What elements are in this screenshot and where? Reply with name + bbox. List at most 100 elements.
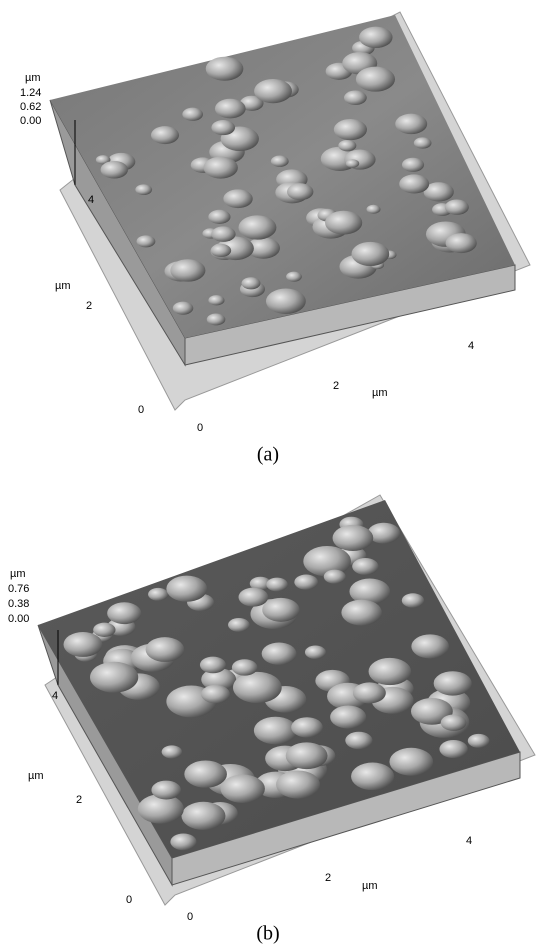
grain [414,137,432,148]
grain [468,734,490,748]
z-tick: 0.38 [8,598,29,610]
grain [93,623,115,637]
grain [90,662,138,693]
grain [389,748,433,776]
y-tick: 0 [126,894,132,906]
grain [232,659,258,675]
grain [369,658,412,685]
y-unit: µm [55,280,71,292]
grain [184,761,227,788]
grain [223,189,252,208]
y-tick: 4 [88,194,94,206]
grain [170,833,196,850]
grain [107,602,141,624]
grain [262,643,297,665]
grain [294,575,318,590]
grain [286,272,302,282]
grain [211,120,235,135]
grain [341,600,381,626]
grain [239,215,277,239]
grain [170,259,205,281]
grain [446,233,477,253]
grain [254,79,292,103]
grain [333,525,374,551]
grain [146,637,185,662]
grain [206,57,244,81]
grain [356,67,395,92]
grain [151,126,179,144]
grain [291,717,323,737]
grain [162,745,182,758]
grain [262,598,299,622]
z-unit: µm [10,568,26,580]
grain [151,781,181,800]
grain [353,682,386,703]
grain [201,685,230,704]
grain [359,27,392,48]
grain [434,671,472,695]
grain [211,226,235,242]
grain [271,156,289,167]
grain [228,618,250,632]
x-tick: 4 [466,835,472,847]
grain [204,157,238,179]
grain [276,771,320,799]
grain [325,211,362,235]
y-tick: 2 [86,300,92,312]
z-tick: 0.00 [8,613,29,625]
grain [101,161,128,179]
grain [242,277,261,289]
caption: (a) [257,444,279,466]
grain [211,244,231,257]
grain [344,90,367,105]
grain [445,199,469,214]
grain [254,717,297,745]
grain [233,672,282,703]
grain [182,108,203,121]
grain [330,705,366,728]
grain [173,302,193,315]
grain [266,288,306,313]
grain [208,210,230,224]
grain [334,119,367,140]
grain [411,634,449,658]
grain [395,114,427,134]
grain [346,159,359,168]
grain [367,205,381,214]
grain [399,174,429,193]
grain [441,714,467,730]
x-unit: µm [372,387,388,399]
z-tick: 0.62 [20,101,41,113]
grain [148,588,168,601]
x-unit: µm [362,880,378,892]
caption: (b) [256,923,279,945]
y-unit: µm [28,770,44,782]
grain [352,558,378,575]
figure: µm 1.24 0.62 0.00 4 µm 2 0 0 2 µm 4 (a) … [0,0,537,948]
z-tick: 0.00 [20,115,41,127]
grain [200,657,226,674]
grain [338,140,356,151]
grain [286,742,328,769]
y-tick: 2 [76,794,82,806]
grain [166,576,207,602]
x-tick: 2 [325,872,331,884]
y-tick: 4 [52,690,58,702]
grain [266,578,288,592]
panel-a: µm 1.24 0.62 0.00 4 µm 2 0 0 2 µm 4 (a) [20,12,530,466]
grain [215,99,246,119]
grain [352,242,390,266]
x-tick: 0 [197,422,203,434]
grain [137,235,156,247]
grain [324,570,346,584]
y-tick: 0 [138,404,144,416]
grain [402,158,424,172]
grain [239,588,269,607]
z-unit: µm [25,72,41,84]
x-tick: 0 [187,911,193,923]
grain [305,646,326,659]
grain [208,295,224,305]
grain [351,763,394,791]
grain [221,775,265,803]
z-tick: 1.24 [20,87,41,99]
